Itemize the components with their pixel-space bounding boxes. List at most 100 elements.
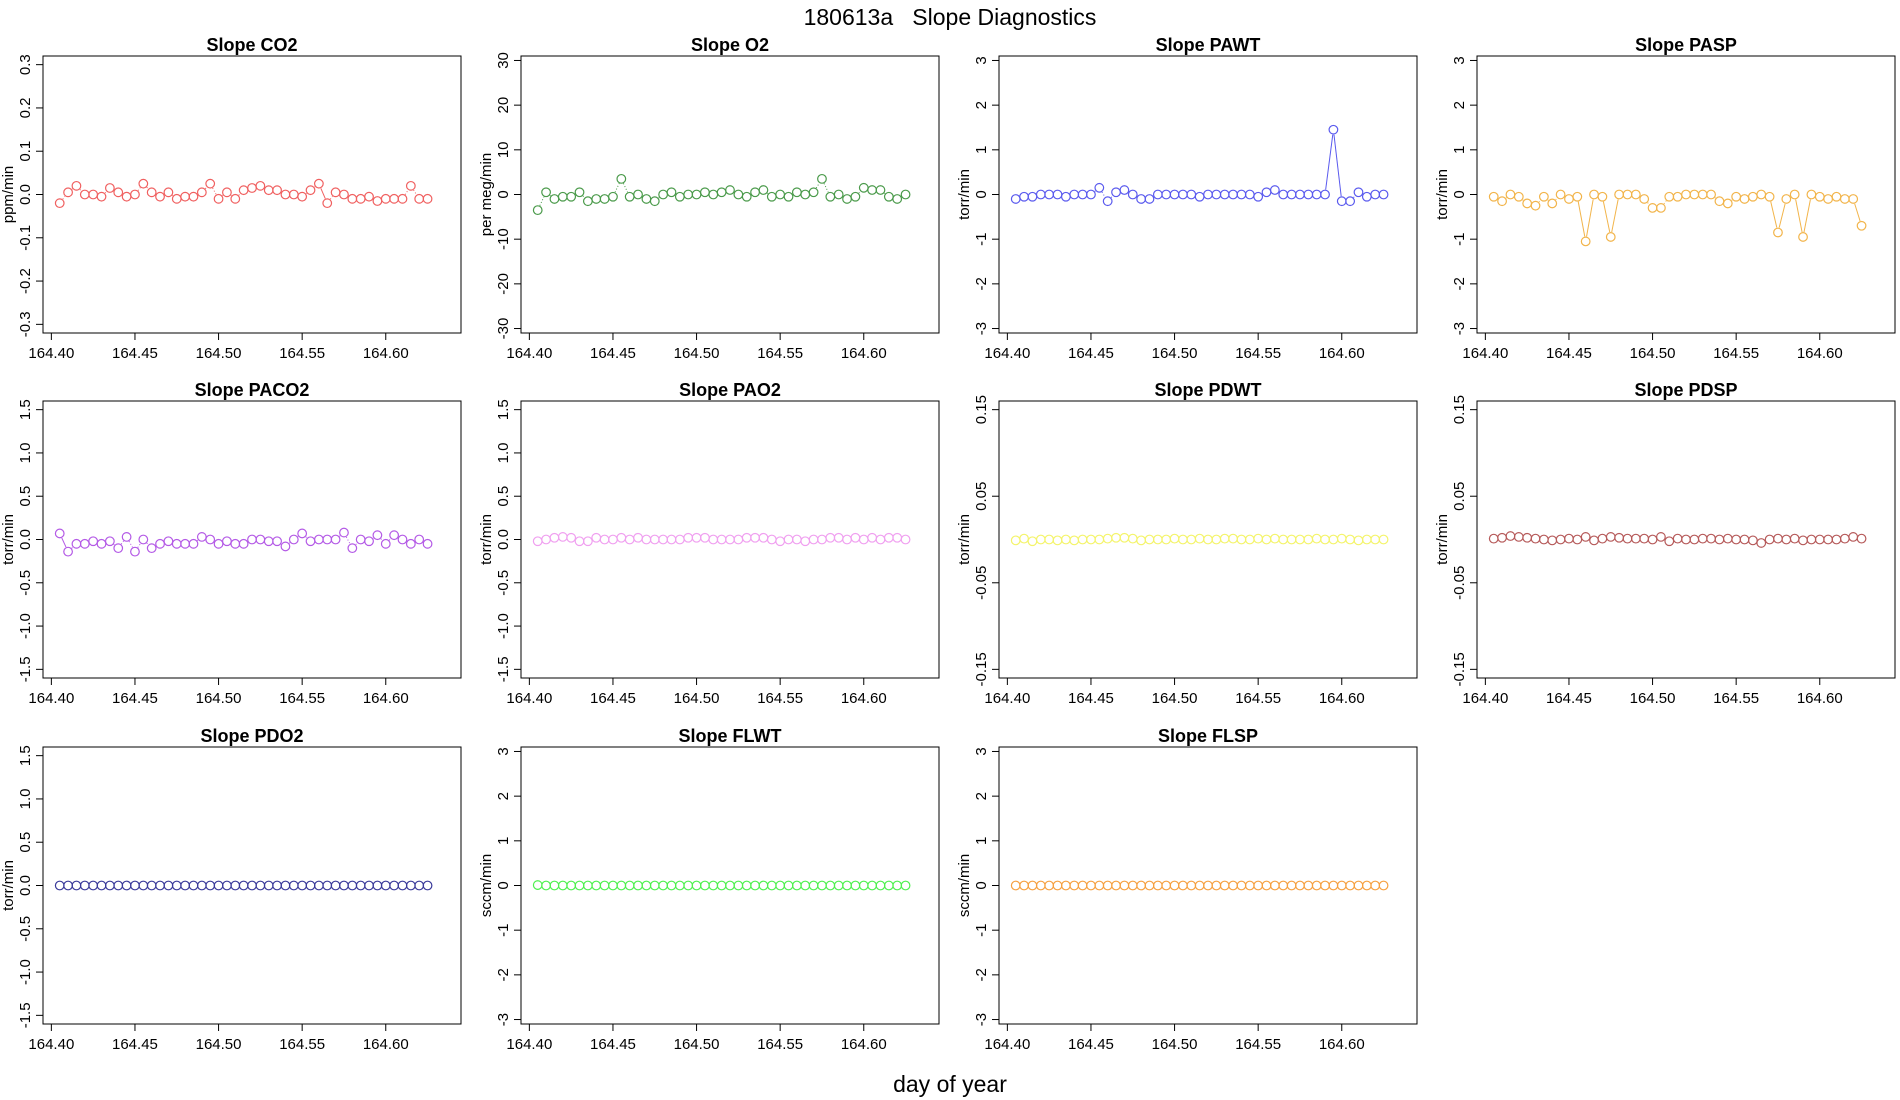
data-point: [1839, 533, 1850, 544]
data-point: [355, 193, 366, 204]
y-tick-label: 20: [495, 97, 512, 114]
y-tick-label: -1: [1451, 233, 1468, 246]
series-segment: [815, 182, 820, 189]
data-point: [758, 185, 769, 195]
data-point: [389, 193, 400, 204]
x-tick-label: 164.55: [1235, 345, 1281, 362]
data-point: [1244, 534, 1255, 545]
y-tick-label: 0.1: [17, 141, 34, 162]
data-point: [1052, 535, 1063, 546]
data-point: [674, 880, 685, 891]
series-segment: [79, 189, 82, 192]
data-point: [1211, 880, 1222, 891]
data-point: [1044, 880, 1055, 891]
data-point: [875, 880, 886, 891]
data-point: [1555, 189, 1566, 200]
data-point: [691, 532, 702, 543]
data-point: [892, 532, 903, 543]
data-point: [1161, 534, 1172, 545]
data-point: [1336, 880, 1347, 891]
data-point: [1052, 189, 1063, 200]
data-point: [347, 880, 358, 891]
data-point: [716, 534, 727, 545]
data-point: [883, 880, 894, 891]
data-point: [1722, 533, 1733, 544]
data-point: [88, 880, 99, 891]
data-point: [397, 534, 408, 545]
data-point: [113, 187, 124, 198]
data-point: [1706, 533, 1716, 544]
data-point: [1747, 191, 1758, 202]
data-point: [858, 880, 869, 891]
data-point: [1261, 880, 1272, 891]
data-point: [1731, 191, 1742, 202]
data-point: [1228, 533, 1238, 544]
series-segment: [288, 542, 291, 544]
data-point: [1361, 191, 1372, 202]
data-point: [1814, 191, 1825, 202]
y-tick-label: -3: [1451, 322, 1468, 335]
data-point: [1035, 189, 1046, 200]
data-point: [313, 880, 324, 891]
x-tick-label: 164.50: [674, 690, 720, 707]
data-point: [1378, 534, 1389, 545]
data-point: [380, 193, 391, 204]
data-point: [683, 880, 694, 891]
data-point: [1605, 232, 1616, 242]
y-tick-label: 3: [973, 56, 990, 64]
data-point: [808, 534, 819, 545]
data-point: [305, 185, 316, 196]
series-segment: [1325, 134, 1334, 190]
x-tick-label: 164.40: [984, 690, 1030, 707]
data-point: [1639, 533, 1650, 544]
x-tick-label: 164.40: [28, 345, 74, 362]
data-point: [1152, 189, 1163, 200]
data-point: [641, 194, 652, 204]
series-segment: [305, 536, 308, 539]
data-point: [138, 178, 149, 189]
data-point: [1614, 189, 1625, 200]
x-tick-label: 164.40: [1462, 345, 1508, 362]
panel-slope-flsp: Slope FLSP 164.40 164.45 164.50 164.55 164.60…: [956, 726, 1418, 1053]
data-point: [305, 880, 316, 891]
data-point: [1228, 189, 1238, 200]
series-segment: [1854, 203, 1861, 222]
data-point: [130, 189, 140, 200]
data-point: [146, 187, 157, 198]
data-point: [79, 189, 90, 200]
data-point: [783, 880, 794, 891]
plot-title: Slope O2: [691, 35, 769, 55]
data-point: [1161, 189, 1172, 200]
x-tick-label: 164.60: [363, 690, 409, 707]
data-point: [372, 880, 383, 891]
data-point: [1086, 880, 1096, 891]
data-point: [791, 880, 802, 891]
data-point: [833, 532, 844, 543]
x-tick-label: 164.50: [674, 1036, 720, 1053]
data-point: [288, 189, 299, 200]
data-point: [616, 173, 627, 184]
data-point: [1236, 880, 1247, 891]
x-tick-label: 164.40: [506, 690, 552, 707]
data-point: [155, 880, 165, 891]
data-point: [691, 880, 702, 891]
series-segment: [120, 540, 125, 545]
y-tick-label: 0.5: [495, 486, 512, 507]
data-point: [1102, 196, 1113, 207]
data-point: [196, 880, 207, 891]
plot-frame: [1476, 400, 1896, 679]
series-segment: [858, 191, 861, 194]
series-segment: [1110, 195, 1113, 198]
data-point: [758, 880, 769, 891]
panel-slope-pasp: Slope PASP 164.40 164.45 164.50 164.55 164.60…: [1434, 35, 1896, 362]
y-tick-label: 1: [495, 837, 512, 845]
series-segment: [1101, 191, 1106, 198]
data-point: [1589, 535, 1599, 546]
data-point: [1789, 533, 1800, 544]
data-point: [104, 880, 115, 891]
data-point: [1328, 124, 1339, 135]
data-point: [1320, 880, 1330, 891]
data-point: [582, 196, 593, 207]
data-point: [222, 536, 232, 547]
y-tick-label: 0.0: [17, 529, 34, 550]
